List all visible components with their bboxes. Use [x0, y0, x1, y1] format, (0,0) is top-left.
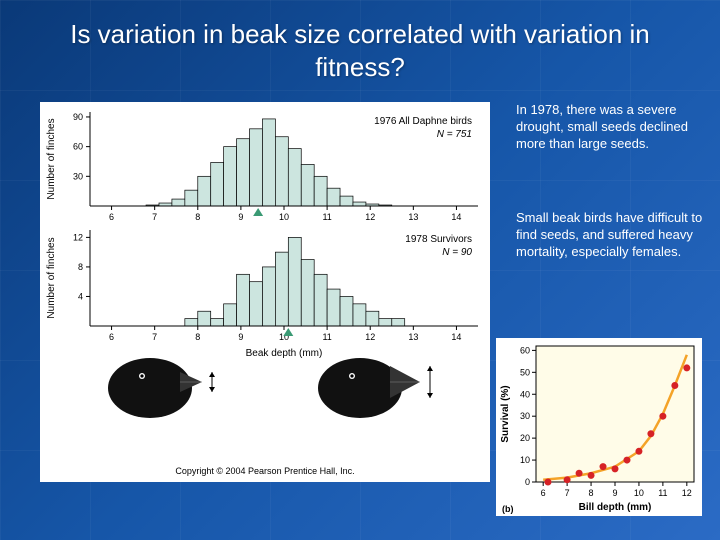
histogram-svg: 67891011121314306090678910111213144812Nu… [40, 102, 490, 482]
svg-text:0: 0 [525, 477, 530, 487]
svg-text:Beak depth (mm): Beak depth (mm) [246, 348, 323, 359]
svg-text:8: 8 [589, 488, 594, 498]
svg-text:50: 50 [520, 367, 530, 377]
svg-text:7: 7 [565, 488, 570, 498]
svg-text:7: 7 [152, 332, 157, 342]
svg-text:14: 14 [451, 332, 461, 342]
svg-text:6: 6 [109, 332, 114, 342]
svg-text:12: 12 [73, 232, 83, 242]
svg-text:30: 30 [73, 171, 83, 181]
svg-text:Bill depth (mm): Bill depth (mm) [579, 502, 652, 513]
svg-text:12: 12 [365, 332, 375, 342]
svg-text:60: 60 [73, 142, 83, 152]
paragraph-2: Small beak birds have difficult to find … [516, 210, 706, 261]
svg-text:N = 751: N = 751 [437, 129, 472, 140]
slide-title: Is variation in beak size correlated wit… [40, 18, 680, 83]
svg-text:10: 10 [520, 455, 530, 465]
svg-text:Number of finches: Number of finches [46, 118, 57, 199]
svg-text:40: 40 [520, 389, 530, 399]
svg-text:N = 90: N = 90 [442, 247, 472, 258]
svg-text:1976 All Daphne birds: 1976 All Daphne birds [374, 116, 472, 127]
svg-text:10: 10 [279, 212, 289, 222]
svg-text:8: 8 [195, 332, 200, 342]
svg-text:(b): (b) [502, 504, 514, 514]
svg-text:8: 8 [195, 212, 200, 222]
svg-text:12: 12 [365, 212, 375, 222]
svg-text:1978 Survivors: 1978 Survivors [405, 234, 472, 245]
svg-text:Copyright © 2004 Pearson Prent: Copyright © 2004 Pearson Prentice Hall, … [175, 466, 354, 476]
svg-text:9: 9 [612, 488, 617, 498]
svg-text:Survival (%): Survival (%) [500, 385, 511, 442]
svg-text:11: 11 [658, 488, 667, 498]
svg-text:60: 60 [520, 345, 530, 355]
svg-text:12: 12 [682, 488, 692, 498]
svg-text:6: 6 [109, 212, 114, 222]
svg-text:Number of finches: Number of finches [46, 237, 57, 318]
paragraph-1: In 1978, there was a severe drought, sma… [516, 102, 706, 153]
svg-text:8: 8 [78, 262, 83, 272]
svg-text:11: 11 [322, 332, 331, 342]
scatter-svg: 6 7 8 9 10 11 12 0 10 20 30 40 50 60 Bill depth (mm) Su… [496, 338, 702, 516]
svg-text:14: 14 [451, 212, 461, 222]
scatter-panel: 6 7 8 9 10 11 12 0 10 20 30 40 50 60 Bill depth (mm) Su… [496, 338, 702, 516]
svg-text:9: 9 [238, 212, 243, 222]
svg-text:20: 20 [520, 433, 530, 443]
svg-text:4: 4 [78, 291, 83, 301]
histogram-panel: 67891011121314306090678910111213144812Nu… [40, 102, 490, 482]
svg-text:7: 7 [152, 212, 157, 222]
svg-text:10: 10 [634, 488, 644, 498]
svg-text:30: 30 [520, 411, 530, 421]
svg-text:9: 9 [238, 332, 243, 342]
svg-text:13: 13 [408, 212, 418, 222]
svg-text:13: 13 [408, 332, 418, 342]
svg-text:11: 11 [322, 212, 331, 222]
svg-text:6: 6 [541, 488, 546, 498]
svg-text:90: 90 [73, 112, 83, 122]
